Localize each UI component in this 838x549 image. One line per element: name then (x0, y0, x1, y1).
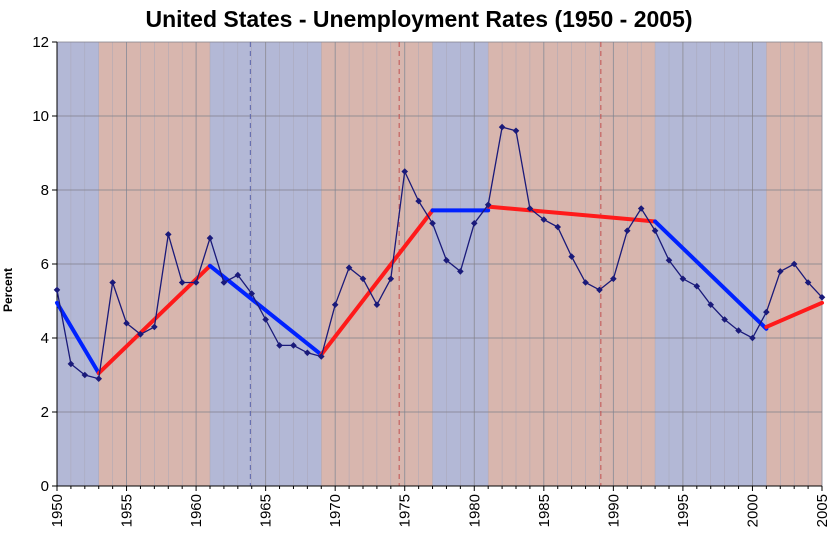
x-tick-label-1980: 1980 (466, 494, 483, 527)
x-tick-label-1965: 1965 (258, 494, 275, 527)
unemployment-series (53, 123, 826, 382)
data-point-1955 (123, 319, 130, 327)
y-tick-labels: 0 2 4 6 8 10 12 (32, 34, 49, 495)
data-point-2003 (790, 260, 798, 268)
data-point-1966 (276, 342, 283, 349)
term-trend-lines (55, 204, 824, 376)
data-point-1953 (95, 375, 103, 382)
trend-line-0 (55, 300, 101, 376)
data-point-1983 (512, 127, 520, 135)
trend-line-6 (653, 219, 769, 331)
trend-line-3 (319, 208, 435, 357)
data-point-1981 (484, 201, 492, 209)
trend-line-7 (764, 300, 824, 329)
chart-title: United States - Unemployment Rates (1950… (145, 6, 693, 32)
data-point-1956 (137, 331, 144, 338)
trend-line-1 (96, 263, 212, 376)
data-point-1961 (206, 234, 214, 242)
data-point-1969 (317, 353, 325, 360)
data-point-1967 (290, 342, 297, 349)
x-tick-label-2005: 2005 (814, 494, 831, 527)
data-point-1986 (554, 223, 562, 231)
data-point-1960 (192, 279, 200, 286)
data-point-1992 (637, 205, 645, 212)
data-point-1996 (693, 282, 701, 290)
data-point-1972 (359, 275, 367, 283)
data-point-1976 (415, 197, 422, 205)
y-tick-label-0: 0 (41, 478, 49, 495)
data-point-1962 (220, 279, 228, 286)
data-point-2002 (776, 268, 784, 275)
data-point-1999 (735, 327, 742, 334)
data-point-1957 (151, 323, 158, 331)
data-point-1977 (429, 220, 436, 227)
data-point-1963 (234, 271, 242, 279)
data-point-2001 (763, 308, 770, 316)
x-tick-label-1990: 1990 (605, 494, 622, 527)
data-point-1988 (582, 279, 589, 286)
y-tick-label-2: 2 (41, 404, 49, 421)
x-tick-label-1970: 1970 (327, 494, 344, 527)
x-tick-label-2000: 2000 (744, 494, 761, 527)
data-point-1995 (679, 275, 687, 283)
x-tick-label-1995: 1995 (675, 494, 692, 527)
data-point-1951 (67, 360, 75, 368)
x-tick-label-1985: 1985 (536, 494, 553, 527)
data-point-1985 (540, 216, 548, 223)
trend-line-5 (486, 204, 658, 224)
y-tick-label-10: 10 (32, 108, 49, 125)
data-point-1950 (53, 286, 61, 294)
x-tick-labels: 1950 1955 1960 1965 1970 1975 1980 1985 1990 1995… (49, 494, 831, 527)
data-point-1958 (164, 231, 172, 238)
data-point-2004 (804, 279, 812, 286)
data-point-1982 (498, 123, 506, 131)
y-tick-label-8: 8 (41, 182, 49, 199)
data-point-1989 (596, 286, 603, 294)
data-point-1984 (526, 205, 534, 212)
y-tick-label-4: 4 (41, 330, 49, 347)
data-point-1994 (665, 257, 673, 264)
dashed-markers (249, 42, 602, 486)
data-point-1978 (443, 257, 450, 264)
y-tick-label-12: 12 (32, 34, 49, 51)
y-tick-label-6: 6 (41, 256, 49, 273)
data-point-1959 (178, 279, 186, 286)
data-point-1970 (331, 301, 339, 308)
data-point-1952 (81, 371, 89, 379)
x-tick-label-1960: 1960 (188, 494, 205, 527)
data-point-1971 (345, 264, 353, 271)
data-point-2000 (749, 334, 756, 342)
data-point-1973 (373, 301, 381, 308)
x-tick-label-1955: 1955 (119, 494, 136, 527)
data-point-2005 (818, 294, 826, 301)
data-point-1993 (651, 227, 659, 234)
data-point-1980 (470, 220, 478, 227)
data-point-1998 (721, 316, 728, 323)
data-point-1991 (623, 227, 631, 234)
data-point-1954 (109, 279, 116, 286)
x-tick-label-1975: 1975 (397, 494, 414, 527)
data-point-1968 (304, 349, 311, 357)
data-point-1965 (262, 316, 269, 323)
data-point-1975 (401, 168, 409, 175)
data-point-1987 (568, 253, 575, 260)
x-tick-label-1950: 1950 (49, 494, 66, 527)
data-point-1979 (457, 268, 464, 275)
data-point-1964 (248, 290, 256, 297)
axes (52, 41, 823, 491)
data-point-1990 (610, 275, 617, 283)
data-point-1974 (387, 275, 395, 283)
data-point-1997 (707, 301, 715, 308)
